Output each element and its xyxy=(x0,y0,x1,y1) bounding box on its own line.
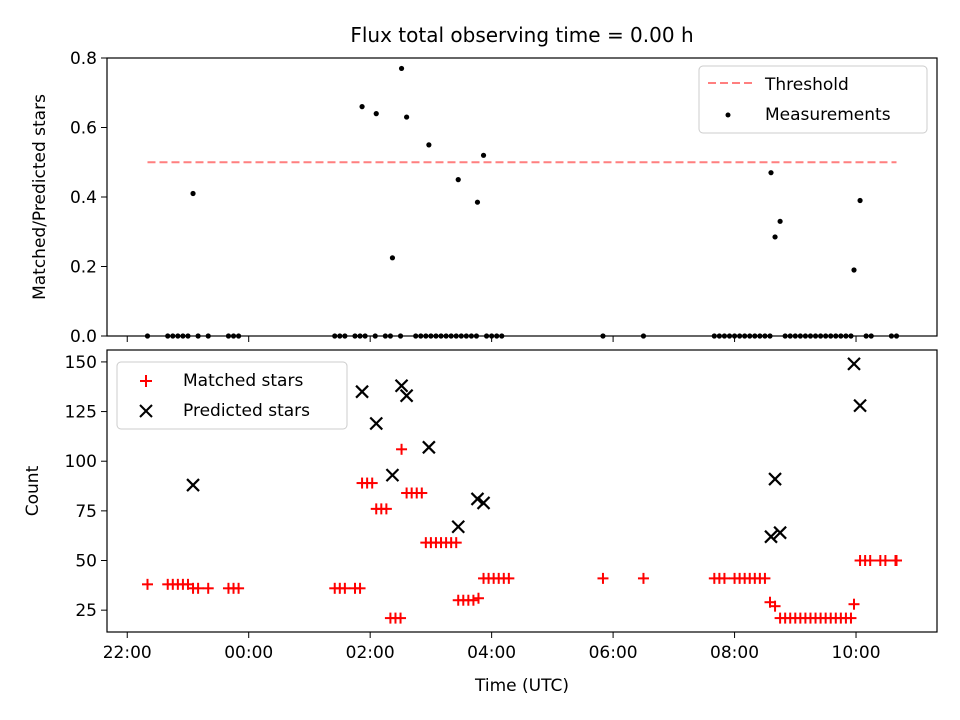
predicted-star-point xyxy=(369,416,384,431)
x-tick-label: 00:00 xyxy=(224,643,273,663)
matched-star-point xyxy=(450,537,462,549)
measurement-point xyxy=(480,152,487,158)
y-tick-label: 0.4 xyxy=(70,188,97,208)
predicted-star-point xyxy=(476,496,491,510)
bottom-legend: Matched stars Predicted stars xyxy=(116,361,348,430)
predicted-star-point xyxy=(422,440,436,455)
matched-star-point xyxy=(354,582,366,594)
matched-star-point xyxy=(848,598,860,610)
bottom-x-axis: 22:00 00:00 02:00 04:00 06:00 08:00 10:00 xyxy=(103,632,881,663)
matched-star-point xyxy=(769,600,781,612)
predicted-star-point xyxy=(385,468,400,482)
matched-star-point xyxy=(396,443,408,455)
predicted-star-point xyxy=(355,384,369,399)
legend-matched-label: Matched stars xyxy=(183,371,303,391)
measurement-point xyxy=(768,170,774,176)
x-tick-label: 22:00 xyxy=(103,643,152,663)
matched-star-point xyxy=(467,594,479,606)
predicted-star-point xyxy=(186,478,200,492)
x-tick-label: 02:00 xyxy=(346,643,395,663)
legend-measurements-swatch xyxy=(725,112,731,118)
top-y-axis: 0.0 0.2 0.4 0.6 0.8 xyxy=(70,49,107,347)
y-tick-label: 150 xyxy=(65,353,97,373)
legend-matched-swatch xyxy=(140,375,152,387)
matched-star-point xyxy=(141,578,153,590)
y-tick-label: 75 xyxy=(75,502,97,522)
top-legend-box xyxy=(698,65,928,134)
bottom-plot-frame xyxy=(106,349,938,633)
top-legend: Threshold Measurements xyxy=(698,65,928,134)
measurement-point xyxy=(857,197,863,204)
matched-stars-points xyxy=(141,443,903,624)
y-tick-label: 50 xyxy=(75,552,97,572)
matched-star-point xyxy=(891,555,903,567)
bottom-y-axis: 25 50 75 100 125 150 xyxy=(65,353,107,621)
y-tick-label: 0.6 xyxy=(70,119,97,139)
measurement-point xyxy=(359,104,365,110)
top-y-axis-label: Matched/Predicted stars xyxy=(30,94,50,300)
y-tick-label: 0.8 xyxy=(70,49,97,69)
measurement-point xyxy=(426,142,432,148)
x-tick-label: 06:00 xyxy=(589,643,638,663)
top-chart-title: Flux total observing time = 0.00 h xyxy=(350,23,693,47)
x-tick-label: 04:00 xyxy=(467,643,516,663)
measurement-point xyxy=(455,177,461,183)
measurement-point xyxy=(474,199,481,205)
matched-star-point xyxy=(864,555,876,567)
y-tick-label: 125 xyxy=(65,403,97,423)
matched-star-point xyxy=(759,572,771,584)
matched-star-point xyxy=(637,572,649,584)
matched-star-point xyxy=(845,612,857,624)
predicted-star-point xyxy=(773,525,787,540)
matched-star-point xyxy=(718,572,730,584)
matched-star-point xyxy=(366,477,378,489)
legend-predicted-label: Predicted stars xyxy=(183,401,310,421)
x-axis-label: Time (UTC) xyxy=(474,676,569,696)
x-tick-label: 08:00 xyxy=(710,643,759,663)
matched-star-point xyxy=(380,503,392,515)
measurement-point xyxy=(777,218,783,224)
predicted-star-point xyxy=(451,519,466,534)
matched-star-point xyxy=(597,572,609,584)
matched-star-point xyxy=(472,592,484,604)
legend-threshold-label: Threshold xyxy=(764,75,849,95)
matched-star-point xyxy=(192,582,204,594)
predicted-stars-points xyxy=(186,357,867,544)
x-tick-label: 10:00 xyxy=(832,643,881,663)
measurement-point xyxy=(772,234,778,240)
measurement-point xyxy=(373,111,379,117)
predicted-star-point xyxy=(764,529,778,544)
predicted-star-point xyxy=(768,472,782,486)
legend-predicted-swatch xyxy=(139,404,153,418)
bottom-panel: 25 50 75 100 125 150 22:00 00:00 02:00 04:00 06:0… xyxy=(23,349,938,696)
matched-star-point xyxy=(503,572,515,584)
measurement-point xyxy=(190,190,196,197)
predicted-star-point xyxy=(394,378,409,393)
top-panel: 0.00.20.40.60.8 Matched/Predicted stars … xyxy=(30,49,938,347)
predicted-star-point xyxy=(399,388,414,403)
predicted-star-point xyxy=(847,357,861,371)
y-tick-label: 25 xyxy=(75,601,97,621)
matched-star-point xyxy=(233,582,245,594)
matched-star-point xyxy=(416,487,428,499)
matched-star-point xyxy=(202,582,214,594)
y-tick-label: 0.2 xyxy=(70,258,97,278)
measurement-point xyxy=(404,114,410,120)
measurement-point xyxy=(851,267,857,273)
y-tick-label: 100 xyxy=(65,452,97,472)
measurement-point xyxy=(398,65,405,72)
y-tick-label: 0.0 xyxy=(70,327,97,347)
measurement-point xyxy=(389,255,396,261)
legend-measurements-label: Measurements xyxy=(765,105,891,125)
bottom-legend-box xyxy=(116,361,348,430)
matched-star-point xyxy=(879,555,891,567)
bottom-y-axis-label: Count xyxy=(23,465,43,516)
top-plot-frame xyxy=(106,57,938,337)
predicted-star-point xyxy=(470,492,485,506)
matched-star-point xyxy=(395,612,407,624)
predicted-star-point xyxy=(853,398,867,413)
matched-star-point xyxy=(339,582,351,594)
